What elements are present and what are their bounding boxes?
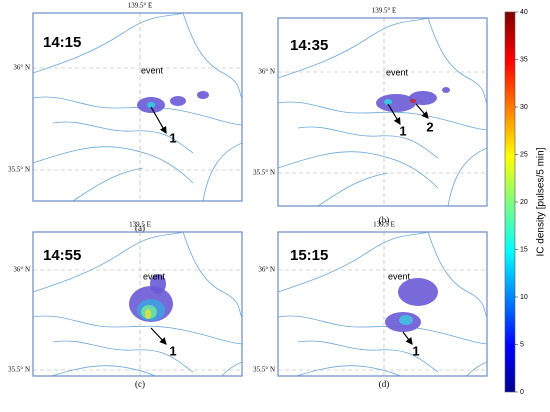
lightning-contour [170, 96, 186, 106]
lightning-contour [399, 315, 413, 325]
river [33, 232, 184, 293]
event-label: event [143, 271, 166, 281]
event-label: event [141, 65, 164, 75]
lon-label: 139.5 E [129, 221, 151, 229]
colorbar-label: IC density [pulses/5 min] [536, 147, 547, 256]
colorbar-tick-label: 20 [520, 199, 528, 206]
lightning-contour [409, 91, 437, 105]
lightning-contour [410, 99, 416, 103]
river [52, 340, 194, 373]
lat-label: 36° N [13, 266, 30, 274]
river [278, 151, 439, 189]
panel-frame [32, 231, 243, 377]
river [182, 232, 242, 318]
map-content [33, 232, 242, 412]
river [33, 315, 242, 345]
river [73, 387, 143, 412]
lat-label: 36° N [258, 266, 275, 274]
panel-caption: (b) [379, 215, 390, 225]
event-label: event [386, 67, 409, 77]
river [447, 147, 487, 206]
map-content [278, 232, 487, 412]
river [72, 167, 144, 201]
river [278, 101, 487, 131]
lightning-contour [150, 274, 166, 294]
map-panel: 14:35 event 139.5° E 36° N 35.5° N 1 2 (b) [253, 7, 488, 225]
lon-label: 139.5 E [373, 221, 395, 229]
panel-caption: (d) [379, 379, 390, 389]
river [33, 13, 184, 74]
river [466, 361, 487, 376]
map-content [33, 13, 242, 201]
map-panel: 14:15 event 139.5° E 36° N 35.5° N 1 (a) [8, 2, 243, 233]
panel-caption: (a) [135, 223, 145, 233]
river [52, 121, 194, 154]
river [278, 18, 429, 79]
colorbar-tick-label: 15 [520, 246, 528, 253]
lat-label: 35.5° N [253, 366, 275, 374]
lat-label: 36° N [13, 64, 30, 72]
river [221, 361, 242, 376]
lat-label: 35.5° N [8, 366, 30, 374]
river [297, 340, 439, 373]
colorbar-tick-label: 40 [520, 9, 528, 16]
lightning-contour [145, 309, 151, 319]
colorbar-tick-label: 30 [520, 104, 528, 111]
river [33, 146, 194, 184]
lat-label: 35.5° N [8, 166, 30, 174]
lightning-contour [384, 99, 392, 105]
colorbar-tick-label: 10 [520, 294, 528, 301]
cell-arrow [387, 103, 401, 126]
river [427, 232, 487, 318]
lon-label: 139.5° E [128, 2, 153, 10]
river [278, 315, 487, 345]
map-panel: 15:15 event 139.5 E 36° N 35.5° N 1 (d) [253, 221, 488, 412]
cell-label: 1 [169, 130, 176, 145]
lightning-contour [376, 94, 416, 112]
panel-frame [32, 12, 243, 202]
time-label: 14:55 [43, 247, 81, 264]
lat-label: 35.5° N [253, 169, 275, 177]
river [182, 13, 242, 99]
lat-label: 36° N [258, 68, 275, 76]
cell-label: 1 [169, 343, 176, 358]
lightning-contour [197, 91, 209, 99]
cell-arrow [150, 106, 167, 135]
river [427, 18, 487, 104]
panel-frame [277, 17, 488, 207]
panel-frame [277, 231, 488, 377]
lon-label: 139.5° E [372, 7, 397, 15]
lightning-contour [147, 102, 155, 108]
river [278, 232, 429, 293]
colorbar-tick-label: 0 [520, 389, 524, 396]
colorbar-tick-label: 35 [520, 56, 528, 63]
river [295, 365, 402, 376]
lightning-contour [398, 278, 438, 306]
river [202, 142, 242, 201]
panel-caption: (c) [135, 379, 145, 389]
cell-arrow [415, 103, 429, 119]
cell-arrow [402, 331, 413, 345]
colorbar-tick-label: 5 [520, 341, 524, 348]
river [33, 96, 242, 126]
map-content [278, 18, 487, 206]
event-label: event [388, 271, 411, 281]
time-label: 14:35 [290, 37, 328, 54]
time-label: 14:15 [43, 34, 81, 51]
cell-arrow [150, 327, 167, 345]
river [297, 126, 439, 159]
cell-label: 1 [399, 123, 406, 138]
cell-label: 2 [426, 119, 433, 134]
river [318, 387, 388, 412]
lightning-contour [442, 87, 450, 93]
cell-label: 1 [412, 343, 419, 358]
colorbar-tick-label: 25 [520, 151, 528, 158]
colorbar [504, 11, 516, 393]
river [50, 365, 157, 376]
time-label: 15:15 [290, 247, 328, 264]
map-panel: 14:55 event 139.5 E 36° N 35.5° N 1 (c) [8, 221, 243, 412]
river [317, 172, 389, 206]
